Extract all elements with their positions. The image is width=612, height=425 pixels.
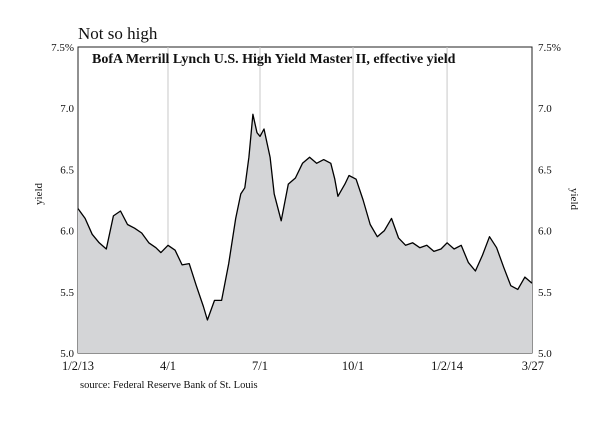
x-tick-label: 10/1 bbox=[342, 359, 364, 373]
yield-line bbox=[77, 113, 533, 321]
y-tick-label-right: 7.5% bbox=[538, 42, 561, 54]
y-axis-label-left: yield bbox=[33, 183, 45, 205]
chart-subtitle: BofA Merrill Lynch U.S. High Yield Maste… bbox=[92, 52, 456, 67]
x-axis: 1/2/13 4/1 7/1 10/1 1/2/14 3/27 bbox=[62, 359, 544, 373]
y-tick-label-left: 5.5 bbox=[60, 287, 74, 299]
chart-title: Not so high bbox=[78, 24, 158, 43]
y-tick-label-left: 7.5% bbox=[51, 42, 74, 54]
y-tick-label-right: 6.5 bbox=[538, 164, 552, 176]
y-tick-label-left: 6.5 bbox=[60, 164, 74, 176]
x-tick-label: 4/1 bbox=[160, 359, 176, 373]
y-tick-label-right: 7.0 bbox=[538, 103, 552, 115]
y-axis-right: 5.0 5.5 6.0 6.5 7.0 7.5% bbox=[538, 42, 561, 360]
y-tick-label-left: 6.0 bbox=[60, 226, 74, 238]
x-tick-label: 1/2/14 bbox=[431, 359, 464, 373]
x-tick-label: 7/1 bbox=[252, 359, 268, 373]
source-note: source: Federal Reserve Bank of St. Loui… bbox=[80, 380, 258, 391]
y-tick-label-right: 6.0 bbox=[538, 226, 552, 238]
yield-area bbox=[78, 114, 532, 353]
y-tick-label-right: 5.5 bbox=[538, 287, 552, 299]
y-tick-label-left: 5.0 bbox=[60, 348, 74, 360]
y-tick-label-left: 7.0 bbox=[60, 103, 74, 115]
y-axis-left: 5.0 5.5 6.0 6.5 7.0 7.5% bbox=[51, 42, 74, 360]
y-tick-label-right: 5.0 bbox=[538, 348, 552, 360]
y-axis-label-right: yield bbox=[568, 188, 580, 210]
x-tick-label: 1/2/13 bbox=[62, 359, 94, 373]
x-tick-label: 3/27 bbox=[522, 359, 544, 373]
